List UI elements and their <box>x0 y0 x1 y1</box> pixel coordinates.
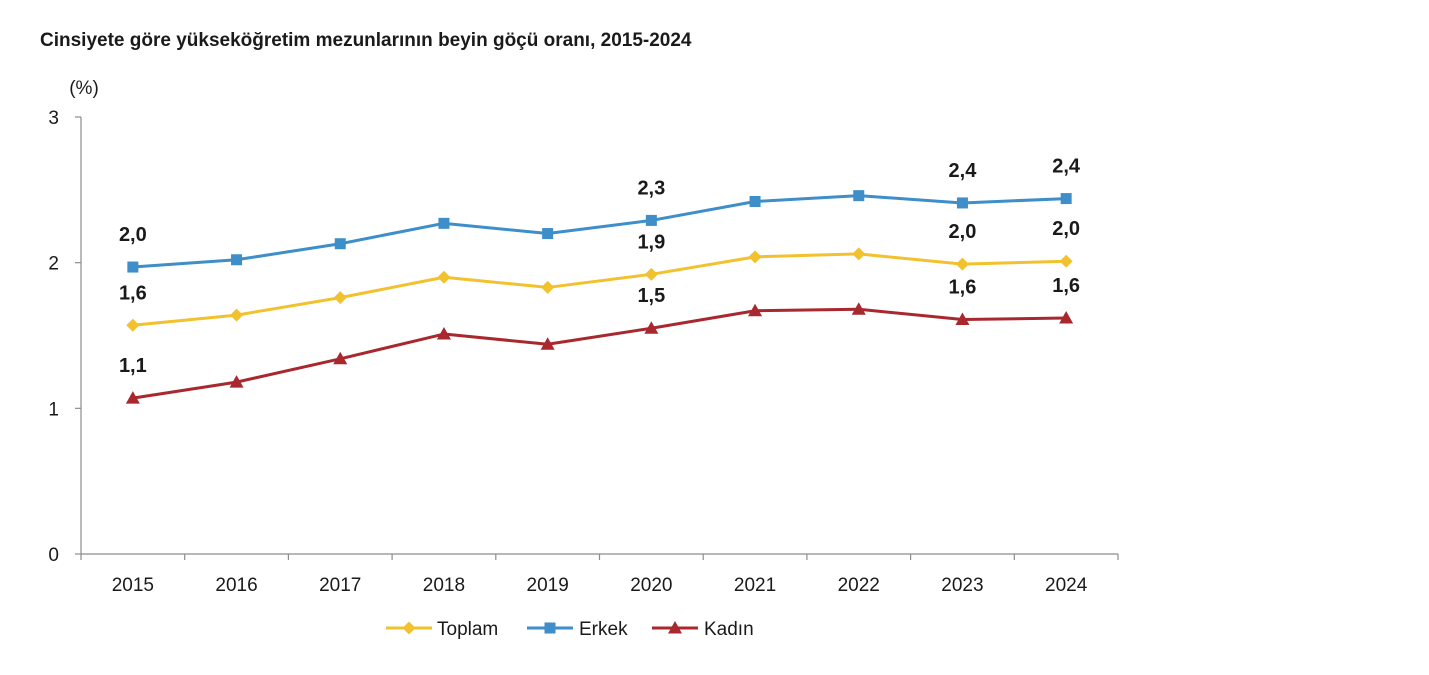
data-point <box>541 280 555 294</box>
data-point <box>333 291 347 305</box>
data-point <box>748 250 762 264</box>
data-label: 2,0 <box>1052 218 1080 240</box>
data-label: 1,9 <box>637 231 665 253</box>
data-point <box>333 351 348 365</box>
data-point <box>542 228 554 240</box>
legend-label: Kadın <box>704 619 754 640</box>
y-tick-label: 2 <box>48 254 59 275</box>
data-point <box>230 308 244 322</box>
data-point <box>955 257 969 271</box>
y-unit-label: (%) <box>69 78 99 99</box>
y-tick-label: 3 <box>48 108 59 129</box>
data-label: 1,6 <box>119 282 147 304</box>
legend: Toplam Erkek Kadın <box>386 619 754 640</box>
data-labels: 1,6 1,9 2,0 2,0 2,0 2,3 2,4 2,4 1,1 1,5 1,6 1,6 <box>119 156 1081 378</box>
x-tick-label: 2024 <box>1045 575 1088 596</box>
data-point <box>645 214 657 226</box>
x-tick-label: 2018 <box>423 575 465 596</box>
data-point <box>126 318 140 332</box>
data-point <box>749 195 761 207</box>
legend-marker <box>402 621 416 635</box>
legend-marker <box>668 621 682 634</box>
data-point <box>125 391 140 404</box>
data-label: 2,3 <box>637 177 665 199</box>
data-label: 2,0 <box>119 224 147 246</box>
data-point <box>334 238 346 250</box>
data-label: 1,1 <box>119 355 147 377</box>
x-tick-label: 2023 <box>941 575 983 596</box>
series-line <box>132 252 1067 327</box>
data-point <box>1059 311 1074 324</box>
data-point <box>231 254 243 266</box>
x-tick-label: 2021 <box>734 575 776 596</box>
data-point <box>438 217 450 229</box>
y-tick-label: 1 <box>48 399 59 420</box>
x-tick-label: 2016 <box>215 575 257 596</box>
legend-label: Erkek <box>579 619 628 640</box>
data-label: 2,4 <box>949 160 978 182</box>
data-point <box>437 270 451 284</box>
series-line <box>132 307 1067 400</box>
y-tick-label: 0 <box>48 545 59 566</box>
data-label: 1,6 <box>949 276 977 298</box>
data-point <box>852 247 866 261</box>
data-point <box>853 190 865 202</box>
chart-title: Cinsiyete göre yükseköğretim mezunlarını… <box>40 30 692 51</box>
data-point <box>748 303 763 317</box>
data-point <box>644 267 658 281</box>
series-kadın <box>125 302 1074 404</box>
legend-marker <box>544 622 556 634</box>
data-point <box>956 197 968 209</box>
x-tick-label: 2022 <box>838 575 880 596</box>
legend-item-toplam: Toplam <box>386 619 498 640</box>
data-label: 1,6 <box>1052 275 1080 297</box>
data-point <box>644 321 659 334</box>
x-tick-label: 2017 <box>319 575 361 596</box>
data-point <box>1059 254 1073 268</box>
legend-label: Toplam <box>437 619 498 640</box>
x-tick-label: 2019 <box>527 575 569 596</box>
data-label: 1,5 <box>637 285 665 307</box>
series-layer <box>125 190 1074 404</box>
data-point <box>955 312 970 325</box>
x-tick-label: 2020 <box>630 575 672 596</box>
axes: 0 1 2 3 (%) 2015 2016 2017 2018 2019 2020 2021 2022 2… <box>48 78 1119 596</box>
data-label: 2,4 <box>1052 156 1081 178</box>
series-toplam <box>126 247 1073 332</box>
data-point <box>436 327 451 340</box>
legend-item-kadın: Kadın <box>652 619 754 640</box>
data-point <box>1060 193 1072 205</box>
data-point <box>540 337 555 350</box>
data-point <box>851 302 866 315</box>
legend-item-erkek: Erkek <box>527 619 628 640</box>
series-erkek <box>127 190 1072 273</box>
data-point <box>127 261 139 273</box>
x-tick-label: 2015 <box>112 575 154 596</box>
data-point <box>229 375 244 388</box>
data-label: 2,0 <box>949 221 977 243</box>
series-line <box>132 194 1067 269</box>
